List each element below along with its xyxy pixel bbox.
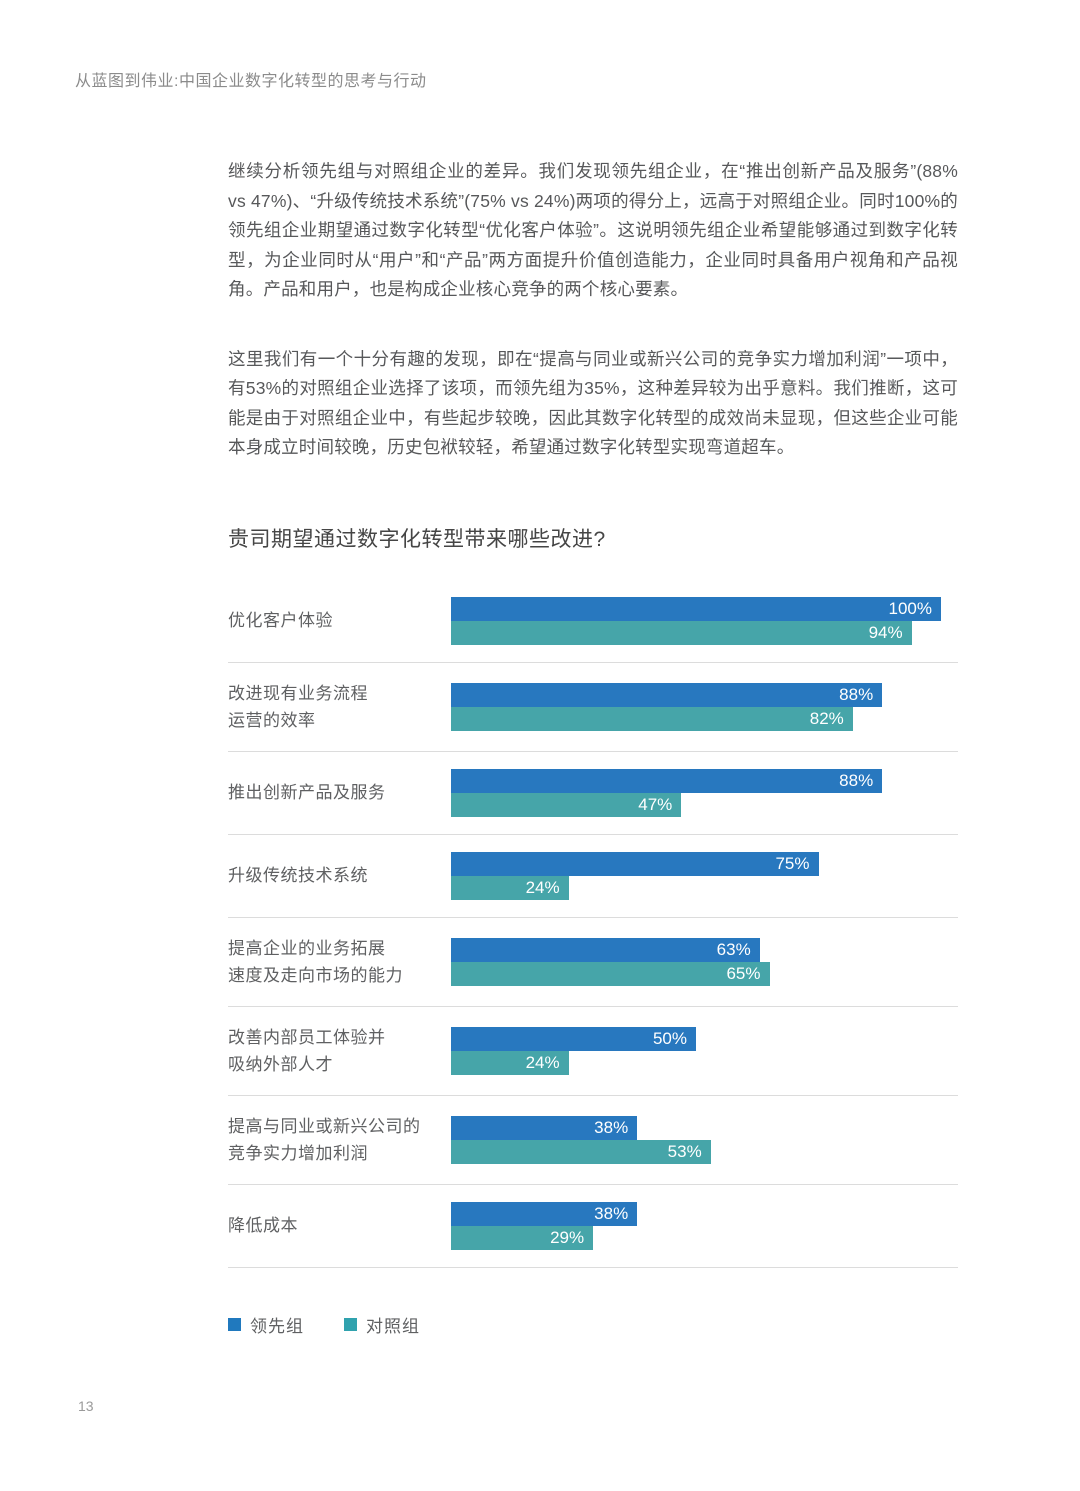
category-label-line: 运营的效率 [228, 710, 316, 730]
bar-control-group: 82% [451, 706, 853, 731]
chart-row: 推出创新产品及服务 88% 47% [228, 752, 958, 835]
category-label-line: 速度及走向市场的能力 [228, 965, 403, 985]
paragraph-1: 继续分析领先组与对照组企业的差异。我们发现领先组企业，在“推出创新产品及服务”(… [228, 161, 958, 299]
page-content: 继续分析领先组与对照组企业的差异。我们发现领先组企业，在“推出创新产品及服务”(… [228, 157, 958, 1337]
category-label: 降低成本 [228, 1212, 451, 1239]
bar-value-label: 29% [550, 1227, 585, 1247]
bar-control-group: 94% [451, 620, 912, 645]
bar-lead-group: 50% [451, 1026, 696, 1051]
category-label-line: 优化客户体验 [228, 611, 333, 630]
bar-value-label: 38% [594, 1203, 629, 1223]
bar-control-group: 47% [451, 792, 682, 817]
category-label: 优化客户体验 [228, 607, 451, 634]
bar-value-label: 88% [839, 684, 874, 704]
category-label: 升级传统技术系统 [228, 862, 451, 889]
category-label-line: 吸纳外部人才 [228, 1054, 333, 1074]
chart-legend: 领先组 对照组 [228, 1312, 958, 1337]
bar-value-label: 100% [888, 598, 932, 618]
bar-value-label: 50% [652, 1028, 687, 1048]
chart-title: 贵司期望通过数字化转型带来哪些改进? [228, 527, 606, 551]
category-label: 提高与同业或新兴公司的 竞争实力增加利润 [228, 1113, 451, 1167]
bar-lead-group: 100% [451, 596, 941, 621]
bar-control-group: 65% [451, 961, 770, 986]
chart-row: 降低成本 38% 29% [228, 1185, 958, 1268]
bar-lead-group: 63% [451, 937, 760, 962]
category-label-line: 降低成本 [228, 1216, 298, 1235]
bar-chart: 优化客户体验 100% 94% 改进现有业务流程 运营的效率 88% 82% 推… [228, 580, 958, 1337]
category-label-line: 改进现有业务流程 [228, 683, 368, 703]
category-label-line: 推出创新产品及服务 [228, 783, 386, 802]
chart-row: 提高企业的业务拓展 速度及走向市场的能力 63% 65% [228, 918, 958, 1007]
category-label: 改善内部员工体验并 吸纳外部人才 [228, 1024, 451, 1078]
bar-value-label: 94% [868, 622, 903, 642]
bar-lead-group: 38% [451, 1115, 638, 1140]
bar-value-label: 65% [726, 963, 761, 983]
bar-value-label: 75% [775, 853, 810, 873]
category-label-line: 升级传统技术系统 [228, 866, 368, 885]
category-label-line: 竞争实力增加利润 [228, 1143, 368, 1163]
category-label: 改进现有业务流程 运营的效率 [228, 680, 451, 734]
running-header: 从蓝图到伟业:中国企业数字化转型的思考与行动 [75, 73, 427, 90]
bar-group: 38% 53% [451, 1115, 941, 1164]
bar-value-label: 24% [525, 877, 560, 897]
bar-value-label: 88% [839, 770, 874, 790]
bar-lead-group: 38% [451, 1201, 638, 1226]
bar-value-label: 24% [525, 1052, 560, 1072]
bar-control-group: 24% [451, 1050, 569, 1075]
bar-lead-group: 88% [451, 768, 883, 793]
category-label: 提高企业的业务拓展 速度及走向市场的能力 [228, 935, 451, 989]
bar-value-label: 38% [594, 1117, 629, 1137]
legend-swatch-control-icon [344, 1317, 357, 1331]
bar-group: 63% 65% [451, 937, 941, 986]
bar-group: 88% 82% [451, 682, 941, 731]
bar-lead-group: 75% [451, 851, 819, 876]
bar-value-label: 47% [638, 794, 673, 814]
bar-control-group: 53% [451, 1139, 711, 1164]
chart-row: 优化客户体验 100% 94% [228, 580, 958, 663]
category-label-line: 提高企业的业务拓展 [228, 938, 386, 958]
bar-group: 100% 94% [451, 596, 941, 645]
bar-value-label: 63% [716, 939, 751, 959]
bar-group: 88% 47% [451, 768, 941, 817]
chart-row: 改进现有业务流程 运营的效率 88% 82% [228, 663, 958, 752]
bar-control-group: 24% [451, 875, 569, 900]
legend-label: 领先组 [250, 1316, 304, 1336]
page-number: 13 [78, 1398, 94, 1414]
legend-item-control: 对照组 [344, 1312, 420, 1337]
bar-group: 75% 24% [451, 851, 941, 900]
bar-lead-group: 88% [451, 682, 883, 707]
bar-value-label: 82% [809, 708, 844, 728]
legend-label: 对照组 [366, 1316, 420, 1336]
chart-row: 改善内部员工体验并 吸纳外部人才 50% 24% [228, 1007, 958, 1096]
chart-row: 升级传统技术系统 75% 24% [228, 835, 958, 918]
bar-group: 38% 29% [451, 1201, 941, 1250]
bar-group: 50% 24% [451, 1026, 941, 1075]
bar-value-label: 53% [667, 1141, 702, 1161]
bar-control-group: 29% [451, 1225, 594, 1250]
category-label-line: 提高与同业或新兴公司的 [228, 1116, 421, 1136]
category-label-line: 改善内部员工体验并 [228, 1027, 386, 1047]
legend-item-lead: 领先组 [228, 1312, 304, 1337]
chart-row: 提高与同业或新兴公司的 竞争实力增加利润 38% 53% [228, 1096, 958, 1185]
legend-swatch-lead-icon [228, 1317, 241, 1331]
category-label: 推出创新产品及服务 [228, 779, 451, 806]
paragraph-2: 这里我们有一个十分有趣的发现，即在“提高与同业或新兴公司的竞争实力增加利润”一项… [228, 348, 958, 458]
